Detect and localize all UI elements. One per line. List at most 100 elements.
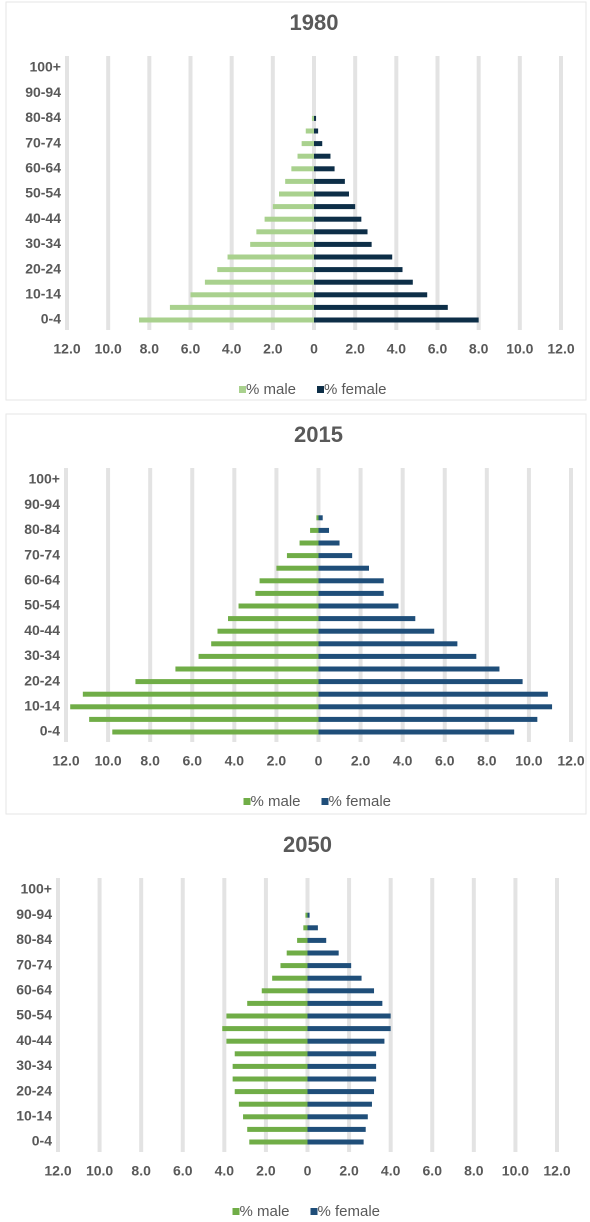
bar [227, 254, 314, 260]
bar [318, 641, 458, 647]
legend-label: % female [329, 793, 392, 810]
bar [226, 1013, 308, 1019]
y-tick-label: 20-24 [16, 1082, 52, 1098]
bar [226, 1038, 308, 1044]
legend-label: % male [240, 1203, 290, 1220]
bar [307, 912, 310, 918]
bar [276, 565, 319, 571]
x-tick-label: 4.0 [215, 1163, 235, 1179]
x-tick-label: 0 [310, 341, 318, 357]
bar [89, 716, 319, 722]
legend-swatch [243, 798, 251, 805]
bar [247, 1000, 308, 1006]
legend-label: % female [318, 1203, 381, 1220]
bar [314, 128, 319, 134]
legend-label: % male [246, 381, 296, 398]
legend-swatch [310, 1208, 318, 1215]
bar [299, 540, 319, 546]
bar [301, 141, 314, 147]
bar [198, 653, 319, 659]
x-tick-label: 4.0 [225, 753, 245, 769]
x-tick-label: 10.0 [95, 341, 122, 357]
legend-label: % male [251, 793, 301, 810]
y-tick-label: 70-74 [16, 956, 52, 972]
y-tick-label: 20-24 [25, 260, 61, 276]
bar [314, 141, 323, 147]
bar [314, 254, 393, 260]
legend-label: % female [324, 381, 387, 398]
bar [232, 1063, 308, 1069]
bar [217, 628, 319, 634]
x-tick-label: 6.0 [181, 341, 201, 357]
bar [238, 1101, 308, 1107]
panel-border [5, 1, 587, 401]
bar [286, 553, 319, 559]
y-tick-label: 40-44 [16, 1032, 52, 1048]
bar [318, 653, 477, 659]
chart-title: 2015 [294, 422, 343, 447]
bar [217, 267, 314, 273]
x-tick-label: 8.0 [140, 753, 160, 769]
bar [280, 963, 308, 969]
bar [307, 1063, 377, 1069]
y-tick-label: 30-34 [24, 647, 60, 663]
x-tick-label: 12.0 [44, 1163, 71, 1179]
bar [307, 1076, 377, 1082]
bar [318, 679, 523, 685]
bar [272, 975, 308, 981]
bar [135, 679, 319, 685]
y-tick-label: 0-4 [40, 723, 60, 739]
x-tick-label: 4.0 [393, 753, 413, 769]
bar [311, 115, 314, 121]
bar [297, 153, 314, 159]
x-tick-label: 10.0 [86, 1163, 113, 1179]
y-tick-label: 10-14 [16, 1108, 52, 1124]
bar [318, 603, 399, 609]
bar [211, 641, 319, 647]
bar [307, 1101, 372, 1107]
x-tick-label: 2.0 [345, 341, 365, 357]
x-tick-label: 2.0 [267, 753, 287, 769]
y-tick-label: 80-84 [16, 931, 52, 947]
bar [318, 515, 323, 521]
bar [305, 128, 314, 134]
x-tick-label: 6.0 [423, 1163, 443, 1179]
x-tick-label: 10.0 [506, 341, 533, 357]
x-tick-label: 2.0 [263, 341, 283, 357]
y-tick-label: 60-64 [16, 982, 52, 998]
bar [314, 178, 345, 184]
bar [250, 241, 314, 247]
y-tick-label: 100+ [28, 471, 60, 487]
y-tick-label: 80-84 [25, 109, 61, 125]
y-tick-label: 90-94 [16, 906, 52, 922]
bar [318, 540, 340, 546]
bar [318, 527, 330, 533]
bar [318, 553, 353, 559]
y-tick-label: 80-84 [24, 521, 60, 537]
x-tick-label: 8.0 [131, 1163, 151, 1179]
bar [307, 1139, 364, 1145]
bar [286, 950, 308, 956]
x-tick-label: 0 [304, 1163, 312, 1179]
x-tick-label: 2.0 [339, 1163, 359, 1179]
legend-swatch [317, 386, 324, 393]
x-tick-label: 6.0 [173, 1163, 193, 1179]
y-tick-label: 10-14 [24, 698, 60, 714]
x-tick-label: 4.0 [222, 341, 242, 357]
y-tick-label: 0-4 [32, 1133, 52, 1149]
bar [139, 317, 314, 323]
bar [307, 1089, 375, 1095]
bar [228, 616, 319, 622]
bar [238, 603, 319, 609]
bar [234, 1089, 308, 1095]
bar [310, 527, 319, 533]
bar [175, 666, 319, 672]
bar [314, 279, 413, 285]
bar [70, 704, 319, 710]
chart-title: 1980 [290, 10, 339, 35]
x-tick-label: 0 [315, 753, 323, 769]
x-tick-label: 12.0 [52, 753, 79, 769]
x-tick-label: 12.0 [557, 753, 584, 769]
bar [305, 912, 308, 918]
